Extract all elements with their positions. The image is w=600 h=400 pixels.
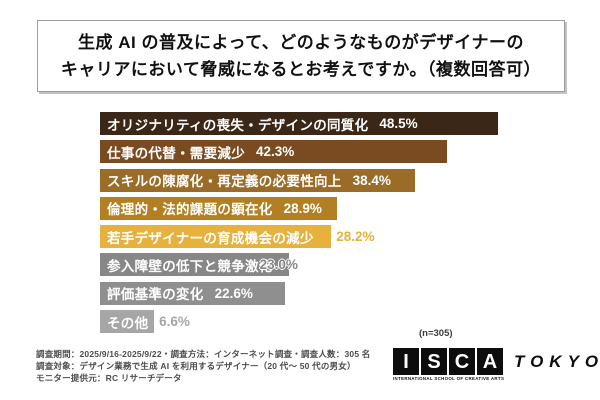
bar-value-label: 23.0% (259, 257, 298, 273)
bar-category-label: 評価基準の変化 (107, 287, 204, 303)
bar: その他 (100, 310, 155, 334)
bar: 参入障壁の低下と競争激化 (100, 253, 289, 277)
logo-row: I S C A TOKYO (393, 348, 600, 375)
bar-row: 仕事の代替・需要減少 42.3% (100, 140, 580, 164)
logo-letter-box: I (393, 348, 419, 375)
bar-row: 評価基準の変化 22.6% (100, 281, 580, 305)
bar-category-label: その他 (107, 315, 149, 331)
bar: オリジナリティの喪失・デザインの同質化 48.5% (100, 112, 498, 135)
bar: 倫理的・法的課題の顕在化 28.9% (100, 196, 337, 220)
title-line-1: 生成 AI の普及によって、どのようなものがデザイナーの (78, 33, 524, 52)
bar-value-label: 22.6% (214, 285, 253, 301)
bar-category-label: オリジナリティの喪失・デザインの同質化 (107, 117, 369, 133)
bar: 評価基準の変化 22.6% (100, 281, 286, 305)
bar-category-label: 倫理的・法的課題の顕在化 (107, 202, 273, 218)
bar-category-label: スキルの陳腐化・再定義の必要性向上 (107, 174, 342, 190)
bar-row: 参入障壁の低下と競争激化 23.0% (100, 253, 580, 277)
bar-value-label: 42.3% (256, 144, 295, 160)
sample-size-note: (n=305) (419, 328, 453, 339)
logo-letter-box: A (477, 348, 503, 375)
logo-city-text: TOKYO (514, 351, 600, 371)
survey-question-title: 生成 AI の普及によって、どのようなものがデザイナーの キャリアにおいて脅威に… (37, 20, 565, 92)
bar-chart: オリジナリティの喪失・デザインの同質化 48.5% 仕事の代替・需要減少 42.3% ス… (100, 112, 580, 338)
bar-value-label: 6.6% (159, 314, 190, 330)
survey-methodology-notes: 調査期間：2025/9/16-2025/9/22・調査方法：インターネット調査・… (36, 349, 371, 384)
logo-tagline: INTERNATIONAL SCHOOL OF CREATIVE ARTS (393, 376, 505, 381)
bar-category-label: 仕事の代替・需要減少 (107, 145, 245, 161)
bar-row: 倫理的・法的課題の顕在化 28.9% (100, 196, 580, 220)
bar-row: スキルの陳腐化・再定義の必要性向上 38.4% (100, 168, 580, 192)
bar-row: その他 6.6% (100, 310, 580, 334)
logo-letter-box: C (449, 348, 475, 375)
title-line-2: キャリアにおいて脅威になるとお考えですか。（複数回答可） (60, 60, 542, 79)
survey-note-line: 調査期間：2025/9/16-2025/9/22・調査方法：インターネット調査・… (36, 349, 371, 359)
bar-row: 若手デザイナーの育成機会の減少 28.2% (100, 225, 580, 249)
survey-note-line: 調査対象：デザイン業務で生成 AI を利用するデザイナー（20 代〜 50 代の… (36, 360, 356, 371)
bar: 仕事の代替・需要減少 42.3% (100, 140, 447, 164)
survey-note-line: モニター提供元：RC リサーチデータ (36, 372, 182, 383)
bar-value-label: 48.5% (379, 116, 418, 131)
bar-category-label: 若手デザイナーの育成機会の減少 (107, 230, 314, 246)
bar-value-label: 28.2% (336, 229, 375, 245)
bar-value-label: 28.9% (283, 200, 322, 216)
bar: 若手デザイナーの育成機会の減少 (100, 225, 332, 249)
bar: スキルの陳腐化・再定義の必要性向上 38.4% (100, 168, 415, 192)
bar-row: オリジナリティの喪失・デザインの同質化 48.5% (100, 112, 580, 135)
bar-value-label: 38.4% (352, 172, 391, 188)
isca-tokyo-logo: I S C A TOKYO INTERNATIONAL SCHOOL OF CR… (393, 348, 600, 385)
bar-category-label: 参入障壁の低下と競争激化 (107, 258, 273, 274)
logo-letter-box: S (421, 348, 447, 375)
